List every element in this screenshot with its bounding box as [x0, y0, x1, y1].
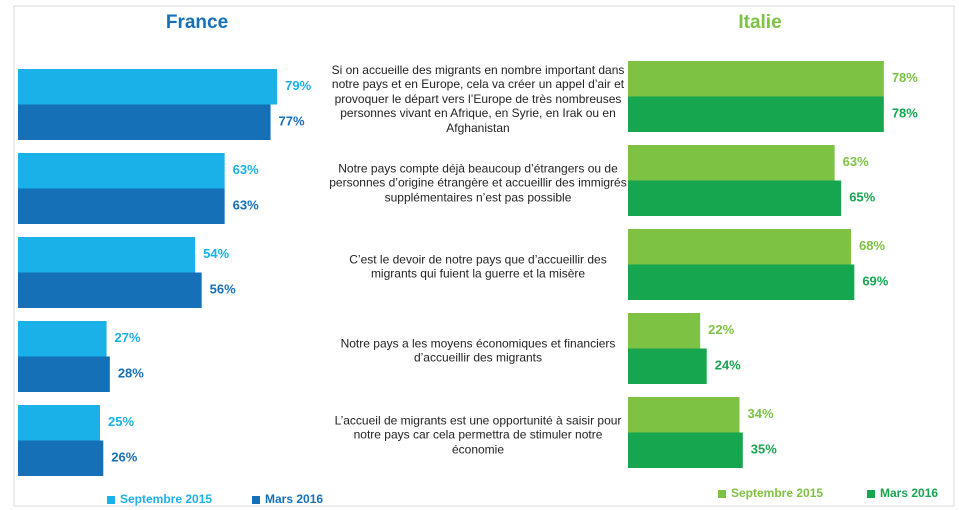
legend-swatch	[107, 496, 115, 504]
statement: C’est le devoir de notre pays que d’accu…	[349, 252, 607, 281]
bar	[18, 405, 100, 441]
value-label: 69%	[862, 274, 888, 289]
value-label: 22%	[708, 322, 734, 337]
bar	[18, 356, 110, 392]
statement: L’accueil de migrants est une opportunit…	[334, 412, 622, 456]
legend-swatch	[867, 490, 875, 498]
bar	[18, 237, 196, 273]
bar	[18, 188, 225, 224]
value-label: 27%	[115, 330, 141, 345]
statement: Si on accueille des migrants en nombre i…	[331, 62, 625, 135]
bar	[628, 145, 835, 181]
value-label: 35%	[751, 442, 777, 457]
value-label: 34%	[748, 406, 774, 421]
value-label: 79%	[285, 78, 311, 93]
legend-swatch	[252, 496, 260, 504]
bar	[628, 313, 701, 349]
statement: Notre pays a les moyens économiques et f…	[340, 336, 616, 365]
bar	[628, 229, 852, 265]
bar	[18, 104, 271, 140]
legend-label: Septembre 2015	[731, 486, 823, 500]
value-label: 28%	[118, 366, 144, 381]
bar	[628, 61, 884, 97]
bar	[18, 272, 202, 308]
value-label: 78%	[892, 106, 918, 121]
legend-label: Mars 2016	[265, 492, 323, 506]
value-label: 25%	[108, 414, 134, 429]
value-label: 54%	[203, 246, 229, 261]
bar	[18, 69, 278, 105]
bar	[628, 96, 884, 132]
legend-label: Mars 2016	[880, 486, 938, 500]
value-label: 63%	[233, 162, 259, 177]
value-label: 63%	[843, 154, 869, 169]
value-label: 78%	[892, 70, 918, 85]
bar	[628, 432, 743, 468]
value-label: 24%	[715, 358, 741, 373]
value-label: 77%	[279, 114, 305, 129]
frame	[13, 5, 955, 507]
chart-title: Italie	[738, 12, 781, 33]
legend-swatch	[718, 490, 726, 498]
value-label: 63%	[233, 198, 259, 213]
bar	[18, 153, 225, 189]
value-label: 26%	[111, 450, 137, 465]
bar	[628, 264, 855, 300]
bar	[628, 348, 707, 384]
bar	[18, 440, 104, 476]
bar	[628, 397, 740, 433]
chart-title: France	[166, 12, 228, 33]
bar	[628, 180, 842, 216]
bar	[18, 321, 107, 357]
value-label: 56%	[210, 282, 236, 297]
legend-label: Septembre 2015	[120, 492, 212, 506]
statement: Notre pays compte déjà beaucoup d’étrang…	[329, 160, 627, 204]
value-label: 65%	[849, 190, 875, 205]
value-label: 68%	[859, 238, 885, 253]
